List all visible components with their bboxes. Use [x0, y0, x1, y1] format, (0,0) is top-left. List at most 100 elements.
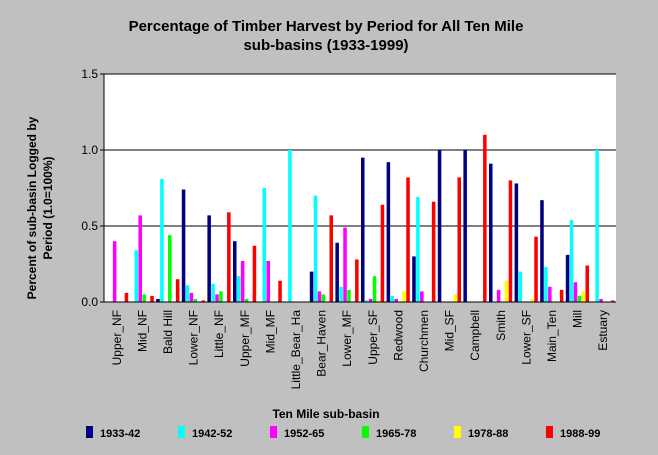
legend-swatch-1978-88 [454, 426, 461, 438]
bar-1952-65-Upper_SF [368, 298, 373, 302]
bar-1933-42-Churchmen [412, 256, 416, 302]
x-tick-labels: Upper_NF Mid_NF Bald Hill Lower_NF Little_NF… [110, 310, 610, 390]
x-tick-label: Upper_NF [110, 310, 124, 365]
legend-label: 1988-99 [560, 428, 600, 440]
x-tick-label: Little_Bear_Ha [289, 310, 303, 390]
y-tick-label: 0.0 [81, 295, 98, 309]
bar-1965-78-Bear_Haven [321, 294, 326, 302]
y-tick-labels: 0.0 0.5 1.0 1.5 [81, 67, 104, 309]
x-tick-label: Bald Hill [161, 310, 175, 354]
bar-1952-65-Lower_NF [189, 292, 194, 302]
legend-swatch-1988-99 [546, 426, 553, 438]
bar-1988-99-Mid_MF [278, 280, 282, 302]
plot-area [104, 74, 616, 302]
bar-1965-78-Little_NF [219, 291, 223, 302]
bar-1988-99-Main_Ten [559, 289, 564, 302]
x-tick-label: Redwood [391, 310, 405, 361]
bar-1988-99-Upper_NF [124, 292, 129, 302]
bar-1952-65-Estuary [599, 298, 603, 302]
x-tick-label: Bear_Haven [315, 310, 329, 377]
bar-1978-88-Mill [581, 291, 586, 302]
bar-1965-78-Upper_SF [372, 276, 377, 302]
x-tick-label: Mid_MF [263, 310, 277, 353]
bar-1988-99-Bald-Hill [175, 279, 180, 302]
y-tick-label: 1.5 [81, 67, 98, 81]
bar-1952-65-Upper_NF [112, 241, 117, 302]
bar-1988-99-Mid_SF [457, 177, 461, 302]
bar-1952-65-Mill [573, 282, 578, 302]
bar-1952-65-Smith [496, 289, 501, 302]
bar-1933-42-Lower_MF [335, 242, 339, 302]
bar-1978-88-Lower_SF [530, 298, 534, 302]
bars [112, 134, 615, 302]
bar-1952-65-Lower_MF [343, 227, 347, 302]
bar-1942-52-Lower_SF [518, 271, 523, 302]
x-tick-label: Lower_MF [340, 310, 354, 367]
x-tick-label: Mid_SF [443, 310, 457, 351]
legend-label: 1933-42 [100, 428, 140, 440]
bar-1933-42-Upper_MF [233, 241, 237, 302]
y-axis-title-line2: Period (1.0=100%) [41, 156, 55, 259]
y-axis-title-line1: Percent of sub-basin Logged by [25, 116, 39, 299]
bar-1988-99-Upper_SF [380, 204, 385, 302]
bar-1942-52-Upper_MF [236, 276, 241, 302]
bar-1942-52-Churchmen [416, 197, 420, 302]
x-tick-label: Churchmen [417, 310, 431, 372]
legend-label: 1965-78 [376, 428, 416, 440]
bar-1988-99-Smith [508, 180, 513, 302]
x-tick-label: Mid_NF [135, 310, 149, 352]
y-tick-label: 0.5 [81, 219, 98, 233]
bar-1952-65-Main_Ten [548, 286, 552, 302]
x-axis-title: Ten Mile sub-basin [272, 407, 379, 421]
bar-1942-52-Redwood [390, 295, 395, 302]
bar-1988-99-Estuary [611, 300, 615, 302]
bar-1988-99-Churchmen [431, 201, 436, 302]
bar-1933-42-Mill [565, 254, 570, 302]
bar-1988-99-Redwood [406, 177, 410, 302]
bar-1988-99-Mill [585, 265, 589, 302]
legend-label: 1952-65 [284, 428, 324, 440]
x-tick-label: Mill [571, 310, 585, 328]
bar-1942-52-Estuary [595, 150, 599, 302]
bar-1988-99-Lower_NF [201, 300, 205, 302]
bar-1952-65-Mid_NF [138, 215, 142, 302]
bar-1988-99-Lower_MF [355, 259, 359, 302]
bar-1942-52-Mid_NF [134, 250, 139, 302]
bar-1988-99-Campbell [483, 134, 487, 302]
chart-title-line2: sub-basins (1933-1999) [243, 37, 408, 54]
bar-1988-99-Mid_NF [150, 295, 154, 302]
bar-1933-42-Bald-Hill [156, 298, 160, 302]
bar-1952-65-Redwood [394, 298, 398, 302]
legend-swatch-1952-65 [270, 426, 277, 438]
bar-1942-52-Little_Bear_Ha [288, 150, 292, 302]
x-tick-label: Main_Ten [545, 310, 559, 362]
bar-1952-65-Upper_MF [240, 260, 245, 302]
bar-1952-65-Mid_MF [266, 260, 270, 302]
bar-1933-42-Bear_Haven [309, 271, 314, 302]
x-tick-label: Smith [494, 310, 508, 341]
legend-swatch-1965-78 [362, 426, 369, 438]
bar-1965-78-Bald-Hill [168, 235, 172, 302]
bar-1933-42-Lower_NF [181, 189, 186, 302]
bar-1933-42-Upper_SF [361, 157, 365, 302]
bar-1965-78-Upper_MF [244, 298, 249, 302]
bar-1933-42-Lower_SF [514, 183, 519, 302]
bar-1978-88-Upper_SF [376, 300, 381, 302]
bar-1942-52-Mill [569, 219, 574, 302]
x-tick-label: Lower_SF [519, 310, 533, 365]
bar-1933-42-Campbell [463, 150, 467, 302]
x-tick-label: Little_NF [212, 310, 226, 358]
bar-1942-52-Lower_NF [185, 285, 190, 302]
bar-1933-42-Redwood [386, 162, 391, 302]
bar-1942-52-Little_NF [211, 283, 215, 302]
bar-1933-42-Mid_SF [437, 150, 442, 302]
bar-1942-52-Lower_MF [339, 286, 343, 302]
bar-1952-65-Little_NF [215, 294, 219, 302]
x-tick-label: Estuary [596, 310, 610, 351]
bar-1952-65-Churchmen [420, 291, 424, 302]
bar-1942-52-Bald-Hill [160, 178, 164, 302]
x-tick-label: Upper_SF [366, 310, 380, 365]
bar-1988-99-Little_NF [227, 212, 231, 302]
bar-1988-99-Upper_MF [252, 245, 257, 302]
